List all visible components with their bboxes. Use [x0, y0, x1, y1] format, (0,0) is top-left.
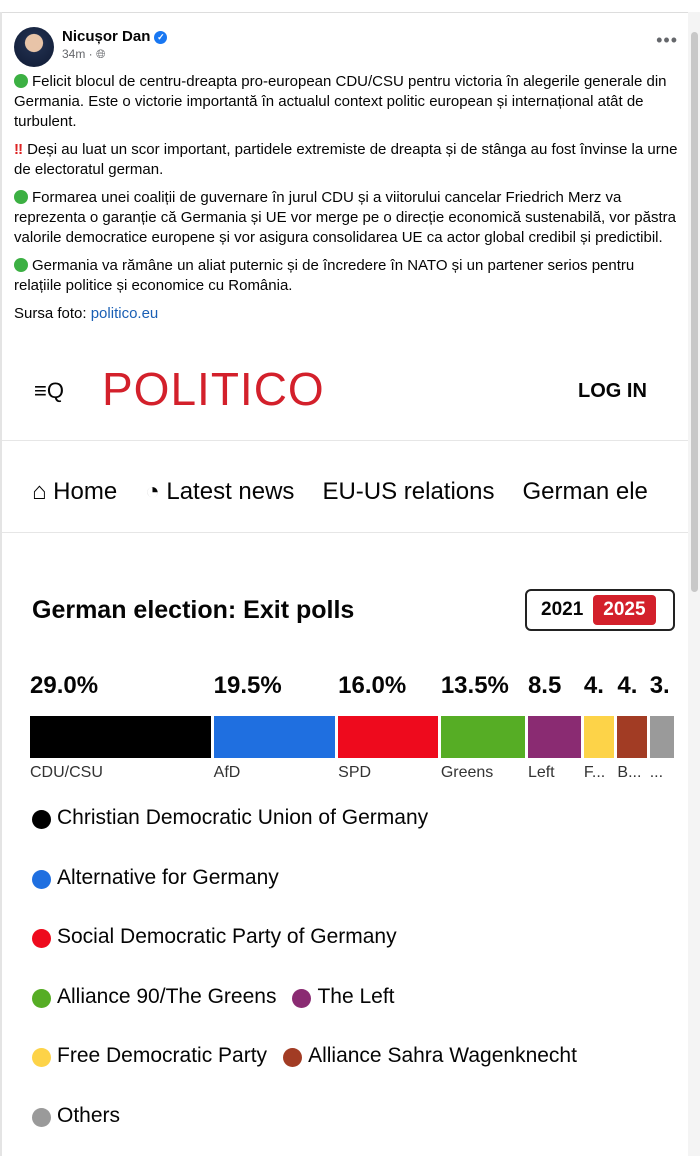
bar-AfD	[214, 716, 335, 758]
post-text: Felicit blocul de centru-dreapta pro-eur…	[14, 72, 684, 332]
party-label: Greens	[441, 764, 493, 782]
value-label: 19.5%	[214, 672, 282, 700]
party-label: Left	[528, 764, 555, 782]
legend-item: Others	[32, 1104, 120, 1163]
party-label: AfD	[214, 764, 241, 782]
legend-dot-icon	[32, 870, 51, 889]
avatar[interactable]	[14, 27, 54, 67]
chart-title: German election: Exit polls	[32, 596, 354, 625]
party-label: ...	[650, 764, 663, 782]
bar-Left	[528, 716, 581, 758]
legend-dot-icon	[32, 810, 51, 829]
legend-dot-icon	[32, 929, 51, 948]
source-label: Sursa foto:	[14, 305, 91, 322]
post-meta: 34m · 🌐︎	[62, 47, 106, 62]
scrollbar[interactable]	[688, 12, 700, 1156]
legend-row: Alliance 90/The Greens The Left	[32, 985, 577, 1045]
green-circle-icon	[14, 258, 28, 272]
legend-dot-icon	[32, 989, 51, 1008]
legend-row: Social Democratic Party of Germany	[32, 925, 577, 985]
party-label: SPD	[338, 764, 371, 782]
paragraph: Felicit blocul de centru-dreapta pro-eur…	[14, 73, 667, 130]
party-label: CDU/CSU	[30, 764, 103, 782]
legend-item: Alternative for Germany	[32, 866, 279, 926]
bar-	[650, 716, 674, 758]
author-name[interactable]: Nicușor Dan ✓	[62, 28, 167, 45]
legend-label: The Left	[317, 985, 394, 1009]
paragraph: Germania va rămâne un aliat puternic și …	[14, 257, 634, 294]
legend-label: Alternative for Germany	[57, 866, 279, 890]
nav-latest-news: ◔ Latest news	[145, 478, 294, 506]
legend-label: Others	[57, 1104, 120, 1128]
bar-F	[584, 716, 615, 758]
value-label: 4.	[584, 672, 604, 700]
legend-label: Christian Democratic Union of Germany	[57, 806, 428, 830]
timestamp[interactable]: 34m ·	[62, 47, 93, 61]
paragraph: Formarea unei coaliții de guvernare în j…	[14, 189, 676, 246]
party-label: B...	[617, 764, 641, 782]
legend-row: Free Democratic Party Alliance Sahra Wage…	[32, 1044, 577, 1104]
legend-row: Others	[32, 1104, 577, 1163]
nav-german-election: German ele	[523, 478, 648, 506]
verified-icon: ✓	[154, 31, 167, 44]
value-label: 16.0%	[338, 672, 406, 700]
legend-dot-icon	[292, 989, 311, 1008]
legend-item: Alliance 90/The Greens	[32, 985, 276, 1045]
nav-eu-us-relations: EU-US relations	[322, 478, 494, 506]
menu-search-icon: ≡Q	[34, 378, 64, 404]
value-label: 3.	[650, 672, 670, 700]
year-2025: 2025	[593, 595, 655, 625]
author-label[interactable]: Nicușor Dan	[62, 28, 150, 45]
legend-row: Alternative for Germany	[32, 866, 577, 926]
legend-row: Christian Democratic Union of Germany	[32, 806, 577, 866]
divider	[0, 12, 700, 13]
legend-item: The Left	[292, 985, 394, 1045]
value-label: 29.0%	[30, 672, 98, 700]
login-link: LOG IN	[578, 380, 647, 403]
bar-CDUCSU	[30, 716, 211, 758]
legend-dot-icon	[32, 1108, 51, 1127]
value-label: 4.	[617, 672, 637, 700]
legend-item: Social Democratic Party of Germany	[32, 925, 397, 985]
legend-dot-icon	[32, 1048, 51, 1067]
year-2021: 2021	[531, 595, 593, 625]
legend-dot-icon	[283, 1048, 302, 1067]
green-circle-icon	[14, 190, 28, 204]
nav-home: ⌂ Home	[32, 478, 117, 506]
legend-label: Alliance Sahra Wagenknecht	[308, 1044, 577, 1068]
legend-item: Christian Democratic Union of Germany	[32, 806, 428, 866]
legend-item: Free Democratic Party	[32, 1044, 267, 1104]
globe-icon: 🌐︎	[96, 47, 106, 61]
more-options-button[interactable]: •••	[656, 30, 678, 51]
legend-item: Alliance Sahra Wagenknecht	[283, 1044, 577, 1104]
green-circle-icon	[14, 74, 28, 88]
divider	[2, 532, 688, 533]
double-exclamation-icon: ‼	[14, 141, 23, 158]
source-link[interactable]: politico.eu	[91, 305, 159, 322]
bar-SPD	[338, 716, 438, 758]
legend-label: Alliance 90/The Greens	[57, 985, 276, 1009]
legend-label: Free Democratic Party	[57, 1044, 267, 1068]
value-label: 8.5	[528, 672, 561, 700]
legend-label: Social Democratic Party of Germany	[57, 925, 397, 949]
paragraph: Deși au luat un scor important, partidel…	[14, 141, 677, 178]
politico-logo: POLITICO	[102, 362, 325, 416]
bar-Greens	[441, 716, 525, 758]
party-label: F...	[584, 764, 605, 782]
divider	[2, 440, 688, 441]
value-label: 13.5%	[441, 672, 509, 700]
legend: Christian Democratic Union of Germany Alt…	[32, 806, 577, 1163]
politico-nav: ⌂ Home ◔ Latest news EU-US relations Ger…	[32, 478, 648, 506]
post-image[interactable]: ≡Q POLITICO LOG IN ⌂ Home ◔ Latest news …	[2, 340, 688, 1156]
scrollbar-thumb[interactable]	[691, 32, 698, 592]
bar-B	[617, 716, 646, 758]
